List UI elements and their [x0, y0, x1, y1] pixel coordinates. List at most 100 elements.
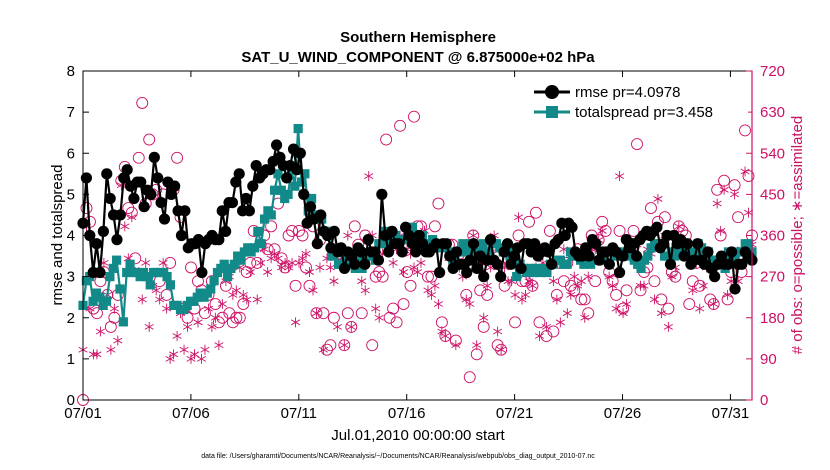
y2-tick-label: 270	[760, 269, 785, 286]
obs-possible-point	[422, 270, 434, 283]
totalspread-point	[266, 210, 276, 220]
y-tick-label: 7	[67, 104, 75, 121]
obs-possible-point	[463, 371, 476, 384]
obs-assimilated-point	[388, 257, 398, 268]
rmse-point	[355, 246, 368, 258]
rmse-point	[678, 250, 690, 262]
obs-assimilated-point	[339, 340, 349, 351]
obs-assimilated-point	[329, 276, 339, 287]
totalspread-point	[296, 177, 307, 187]
rmse-point	[101, 168, 113, 180]
obs-assimilated-point	[266, 253, 276, 264]
obs-assimilated-point	[228, 289, 238, 300]
obs-assimilated-point	[698, 280, 708, 291]
totalspread-point	[142, 272, 152, 282]
rmse-point	[461, 266, 473, 279]
totalspread-point	[512, 272, 522, 282]
obs-possible-point	[171, 151, 184, 164]
obs-assimilated-point	[597, 225, 607, 236]
obs-possible-point	[240, 266, 253, 279]
rmse-point	[158, 213, 171, 225]
y-tick-label: 5	[67, 186, 75, 203]
rmse-point	[376, 188, 388, 200]
totalspread-point	[273, 169, 283, 179]
totalspread-point	[122, 267, 132, 278]
obs-assimilated-point	[238, 289, 248, 300]
obs-possible-point	[390, 316, 403, 329]
obs-assimilated-point	[674, 221, 684, 232]
totalspread-point	[562, 259, 572, 269]
obs-possible-point	[512, 229, 525, 242]
obs-assimilated-point	[479, 312, 489, 323]
obs-assimilated-point	[318, 344, 328, 355]
obs-assimilated-point	[308, 285, 318, 296]
obs-assimilated-point	[573, 280, 583, 291]
legend-rmse-label: rmse pr=4.0978	[575, 84, 680, 101]
obs-assimilated-point	[569, 271, 579, 282]
totalspread-point	[118, 317, 128, 327]
obs-assimilated-point	[604, 271, 614, 282]
totalspread-point	[478, 239, 488, 249]
obs-assimilated-point	[273, 253, 283, 264]
obs-possible-point	[645, 202, 657, 215]
obs-possible-point	[704, 293, 717, 306]
obs-assimilated-point	[472, 340, 482, 351]
rmse-point	[362, 234, 374, 246]
totalspread-point	[307, 193, 317, 204]
obs-possible-point	[226, 316, 239, 329]
totalspread-point	[236, 255, 246, 265]
totalspread-point	[377, 239, 387, 249]
rmse-point	[196, 266, 208, 279]
obs-assimilated-point	[332, 321, 342, 332]
obs-assimilated-point	[451, 340, 461, 351]
obs-assimilated-point	[214, 340, 224, 351]
obs-possible-point	[523, 215, 535, 228]
y2-tick-label: 90	[760, 351, 777, 368]
obs-possible-point	[401, 266, 413, 279]
rmse-point	[152, 172, 164, 184]
rmse-point	[471, 262, 483, 274]
obs-assimilated-point	[712, 198, 722, 209]
obs-assimilated-point	[169, 349, 179, 360]
rmse-point	[433, 266, 446, 279]
obs-assimilated-point	[649, 294, 660, 305]
obs-assimilated-point	[277, 262, 287, 273]
rmse-point	[155, 197, 167, 209]
obs-assimilated-point	[461, 294, 471, 305]
obs-possible-point	[672, 220, 685, 233]
obs-assimilated-point	[656, 308, 666, 319]
totalspread-point	[209, 276, 219, 286]
rmse-point	[247, 180, 259, 192]
rmse-point	[542, 246, 554, 258]
obs-assimilated-point	[193, 317, 203, 328]
x-tick-label: 07/21	[496, 405, 534, 422]
obs-possible-point	[575, 293, 588, 306]
obs-possible-point	[265, 220, 278, 233]
y2-tick-label: 0	[760, 392, 768, 409]
obs-possible-point	[143, 133, 156, 146]
obs-assimilated-point	[667, 271, 677, 282]
obs-assimilated-point	[437, 326, 447, 337]
x-tick-label: 07/11	[281, 405, 317, 422]
rmse-point	[495, 271, 507, 283]
obs-assimilated-point	[325, 262, 335, 273]
obs-possible-point	[345, 320, 358, 333]
obs-assimilated-point	[440, 331, 450, 342]
rmse-point	[298, 188, 310, 200]
y2-tick-label: 720	[760, 63, 785, 80]
rmse-point	[240, 192, 252, 205]
legend: rmse pr=4.0978 totalspread pr=3.458	[530, 78, 748, 124]
totalspread-point	[673, 247, 683, 257]
rmse-point	[603, 258, 615, 270]
obs-possible-point	[282, 229, 295, 242]
obs-assimilated-point	[716, 225, 726, 236]
obs-assimilated-point	[555, 317, 565, 328]
obs-assimilated-point	[562, 308, 572, 319]
chart-titles: Southern Hemisphere SAT_U_WIND_COMPONENT…	[241, 29, 595, 66]
rmse-point	[709, 271, 721, 283]
axes: 07/01 07/06 07/11 07/16 07/21 07/26 07/31 0 1 2 3 4…	[64, 63, 785, 422]
obs-possible-point	[383, 311, 396, 324]
x-tick-label: 07/31	[712, 405, 750, 422]
obs-assimilated-point	[252, 294, 262, 305]
rmse-point	[349, 258, 361, 270]
